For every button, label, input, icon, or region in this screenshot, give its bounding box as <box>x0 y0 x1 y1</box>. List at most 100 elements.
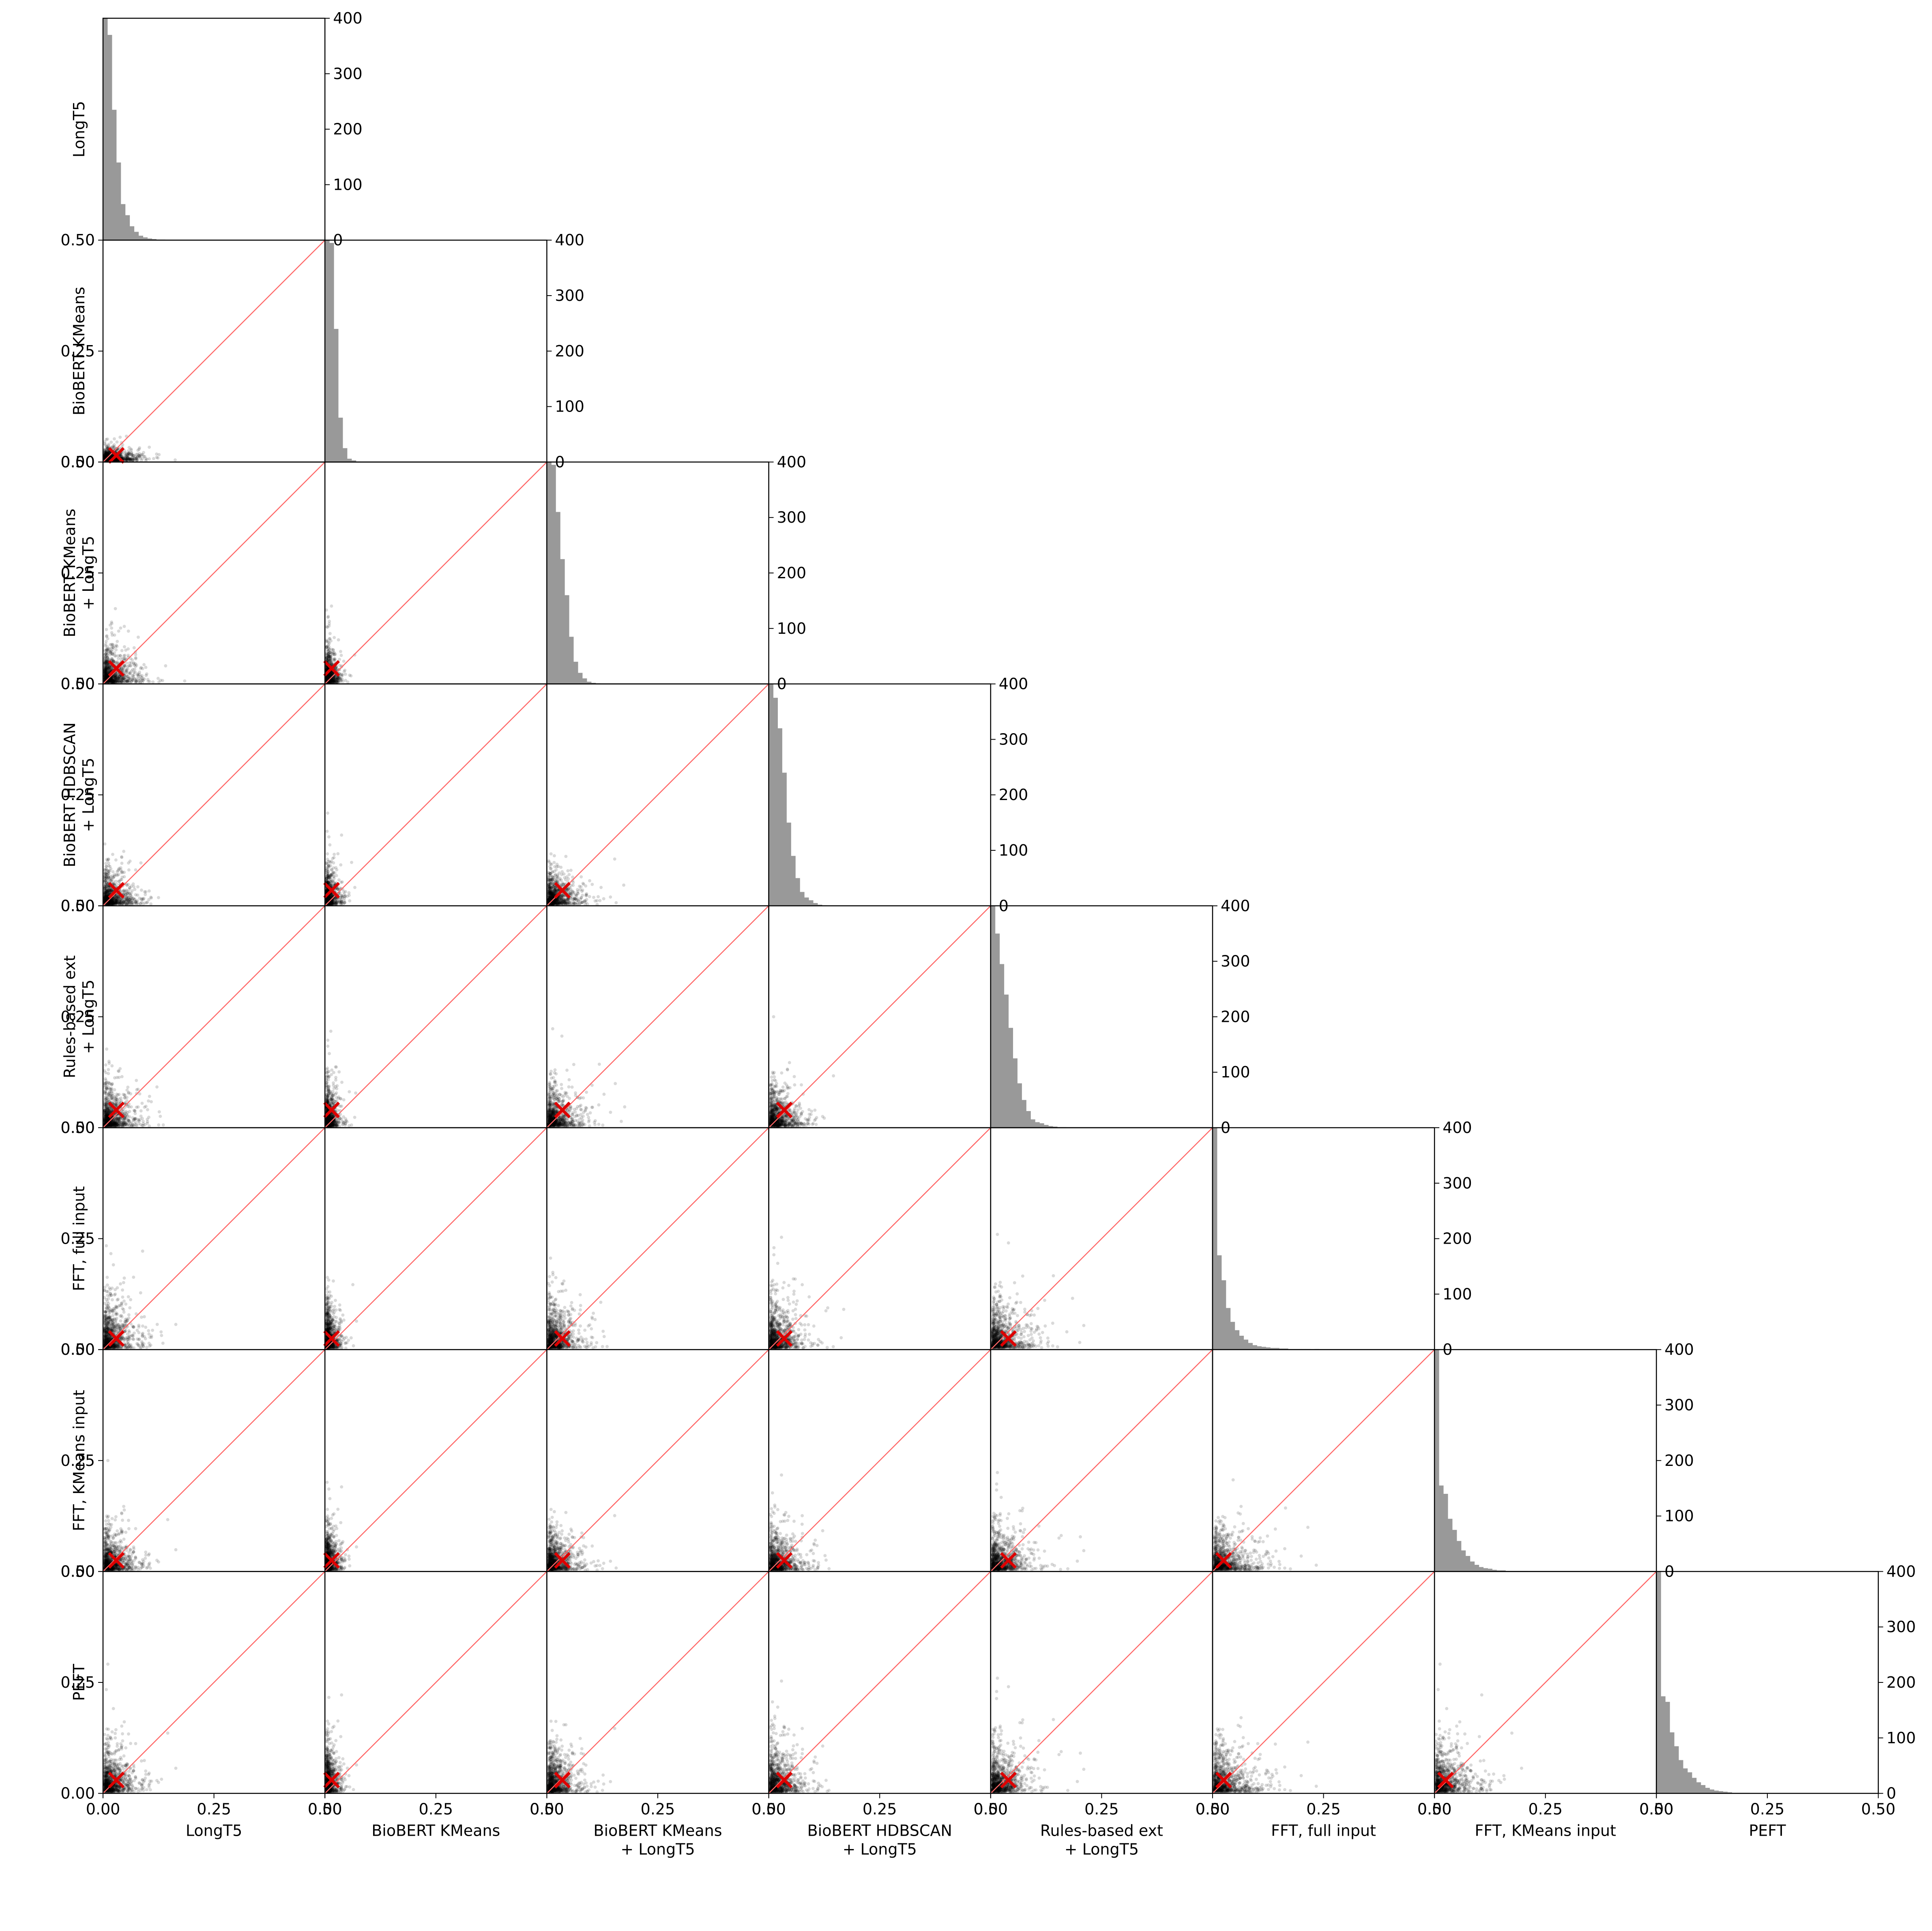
scatter-point <box>152 457 155 461</box>
scatter-point <box>332 652 336 656</box>
scatter-point <box>124 680 128 684</box>
scatter-point <box>138 452 142 455</box>
scatter-point <box>151 680 155 684</box>
scatter-point <box>326 874 330 878</box>
scatter-point <box>120 649 124 652</box>
scatter-point <box>337 638 340 642</box>
identity-line <box>103 461 326 684</box>
scatter-point <box>109 455 113 459</box>
scatter-point <box>340 833 343 837</box>
panel-r2-c0: 0.000.250.50 <box>60 453 326 693</box>
panel-r1-c0: 0.000.250.50 <box>60 231 326 471</box>
scatter-point <box>110 622 114 625</box>
scatter-point <box>134 893 137 897</box>
scatter-point <box>103 450 107 454</box>
scatter-point <box>104 451 107 455</box>
scatter-point <box>325 829 329 833</box>
scatter-point <box>135 459 139 462</box>
scatter-point <box>343 901 347 904</box>
scatter-point <box>134 457 138 461</box>
scatter-point <box>333 852 336 856</box>
scatter-point <box>130 895 133 899</box>
scatter-point <box>114 458 118 462</box>
scatter-point <box>326 646 330 650</box>
scatter-point <box>334 902 338 905</box>
hist-bar <box>107 35 112 240</box>
scatter-point <box>130 669 133 673</box>
scatter-point <box>103 442 107 446</box>
scatter-point <box>122 677 126 681</box>
y-tick-label: 0.50 <box>60 453 95 471</box>
hist-ytick-label: 100 <box>777 620 807 637</box>
scatter-point <box>123 664 127 668</box>
scatter-point <box>131 658 134 662</box>
scatter-point <box>131 898 134 902</box>
scatter-point <box>117 629 120 633</box>
scatter-point <box>106 459 109 462</box>
scatter-point <box>106 451 110 455</box>
scatter-point <box>105 453 109 456</box>
scatter-point <box>105 628 108 631</box>
hist-bar <box>342 448 348 462</box>
scatter-point <box>117 873 120 876</box>
hist-bar <box>116 162 121 240</box>
hist-bar <box>578 673 583 684</box>
x-axis-label-line: LongT5 <box>186 1822 242 1840</box>
hist-ytick-label: 200 <box>555 342 584 360</box>
scatter-point <box>124 458 128 461</box>
hist-ytick-label: 400 <box>555 231 584 249</box>
scatter-point <box>103 451 106 455</box>
scatter-point <box>148 445 151 449</box>
scatter-point <box>326 811 329 815</box>
y-tick-label: 0.50 <box>60 675 95 693</box>
scatter-point <box>116 459 119 462</box>
scatter-point <box>103 872 107 875</box>
hist-ytick-label: 200 <box>777 564 807 582</box>
scatter-point <box>155 455 159 459</box>
scatter-point <box>566 869 570 873</box>
hist-bar <box>547 462 552 684</box>
scatter-point <box>105 634 109 637</box>
hist-ytick-label: 400 <box>333 9 363 27</box>
panel-r3-c0: 0.000.250.50 <box>60 675 326 915</box>
scatter-point <box>132 885 136 888</box>
scatter-point <box>147 898 151 901</box>
scatter-point <box>105 453 109 457</box>
scatter-point <box>108 451 112 455</box>
scatter-point <box>126 456 130 460</box>
scatter-point <box>342 893 346 896</box>
scatter-point <box>103 443 107 447</box>
scatter-point <box>144 665 148 669</box>
scatter-point <box>164 664 167 667</box>
scatter-point <box>146 680 150 683</box>
scatter-point <box>122 624 126 628</box>
scatter-point <box>108 457 112 460</box>
scatter-point <box>125 897 128 901</box>
scatter-point <box>106 453 109 456</box>
scatter-point <box>125 459 129 462</box>
scatter-point <box>133 670 137 674</box>
scatter-point <box>331 880 335 884</box>
scatter-point <box>115 644 119 648</box>
scatter-point <box>105 648 108 651</box>
scatter-point <box>120 856 124 859</box>
scatter-point <box>108 456 112 460</box>
hist-bar <box>573 661 578 684</box>
scatter-point <box>331 680 334 683</box>
scatter-point <box>125 458 129 461</box>
scatter-point <box>122 850 126 853</box>
scatter-point <box>134 657 137 661</box>
identity-line <box>103 240 326 463</box>
scatter-point <box>105 652 109 656</box>
hist-bar <box>129 226 135 240</box>
scatter-point <box>129 447 133 451</box>
scatter-point <box>139 456 142 460</box>
scatter-point <box>107 869 110 873</box>
scatter-point <box>107 457 111 461</box>
scatter-point <box>114 607 117 611</box>
scatter-point <box>341 680 345 683</box>
scatter-point <box>105 453 109 456</box>
hist-ytick-label: 100 <box>555 398 584 416</box>
scatter-point <box>140 453 144 456</box>
